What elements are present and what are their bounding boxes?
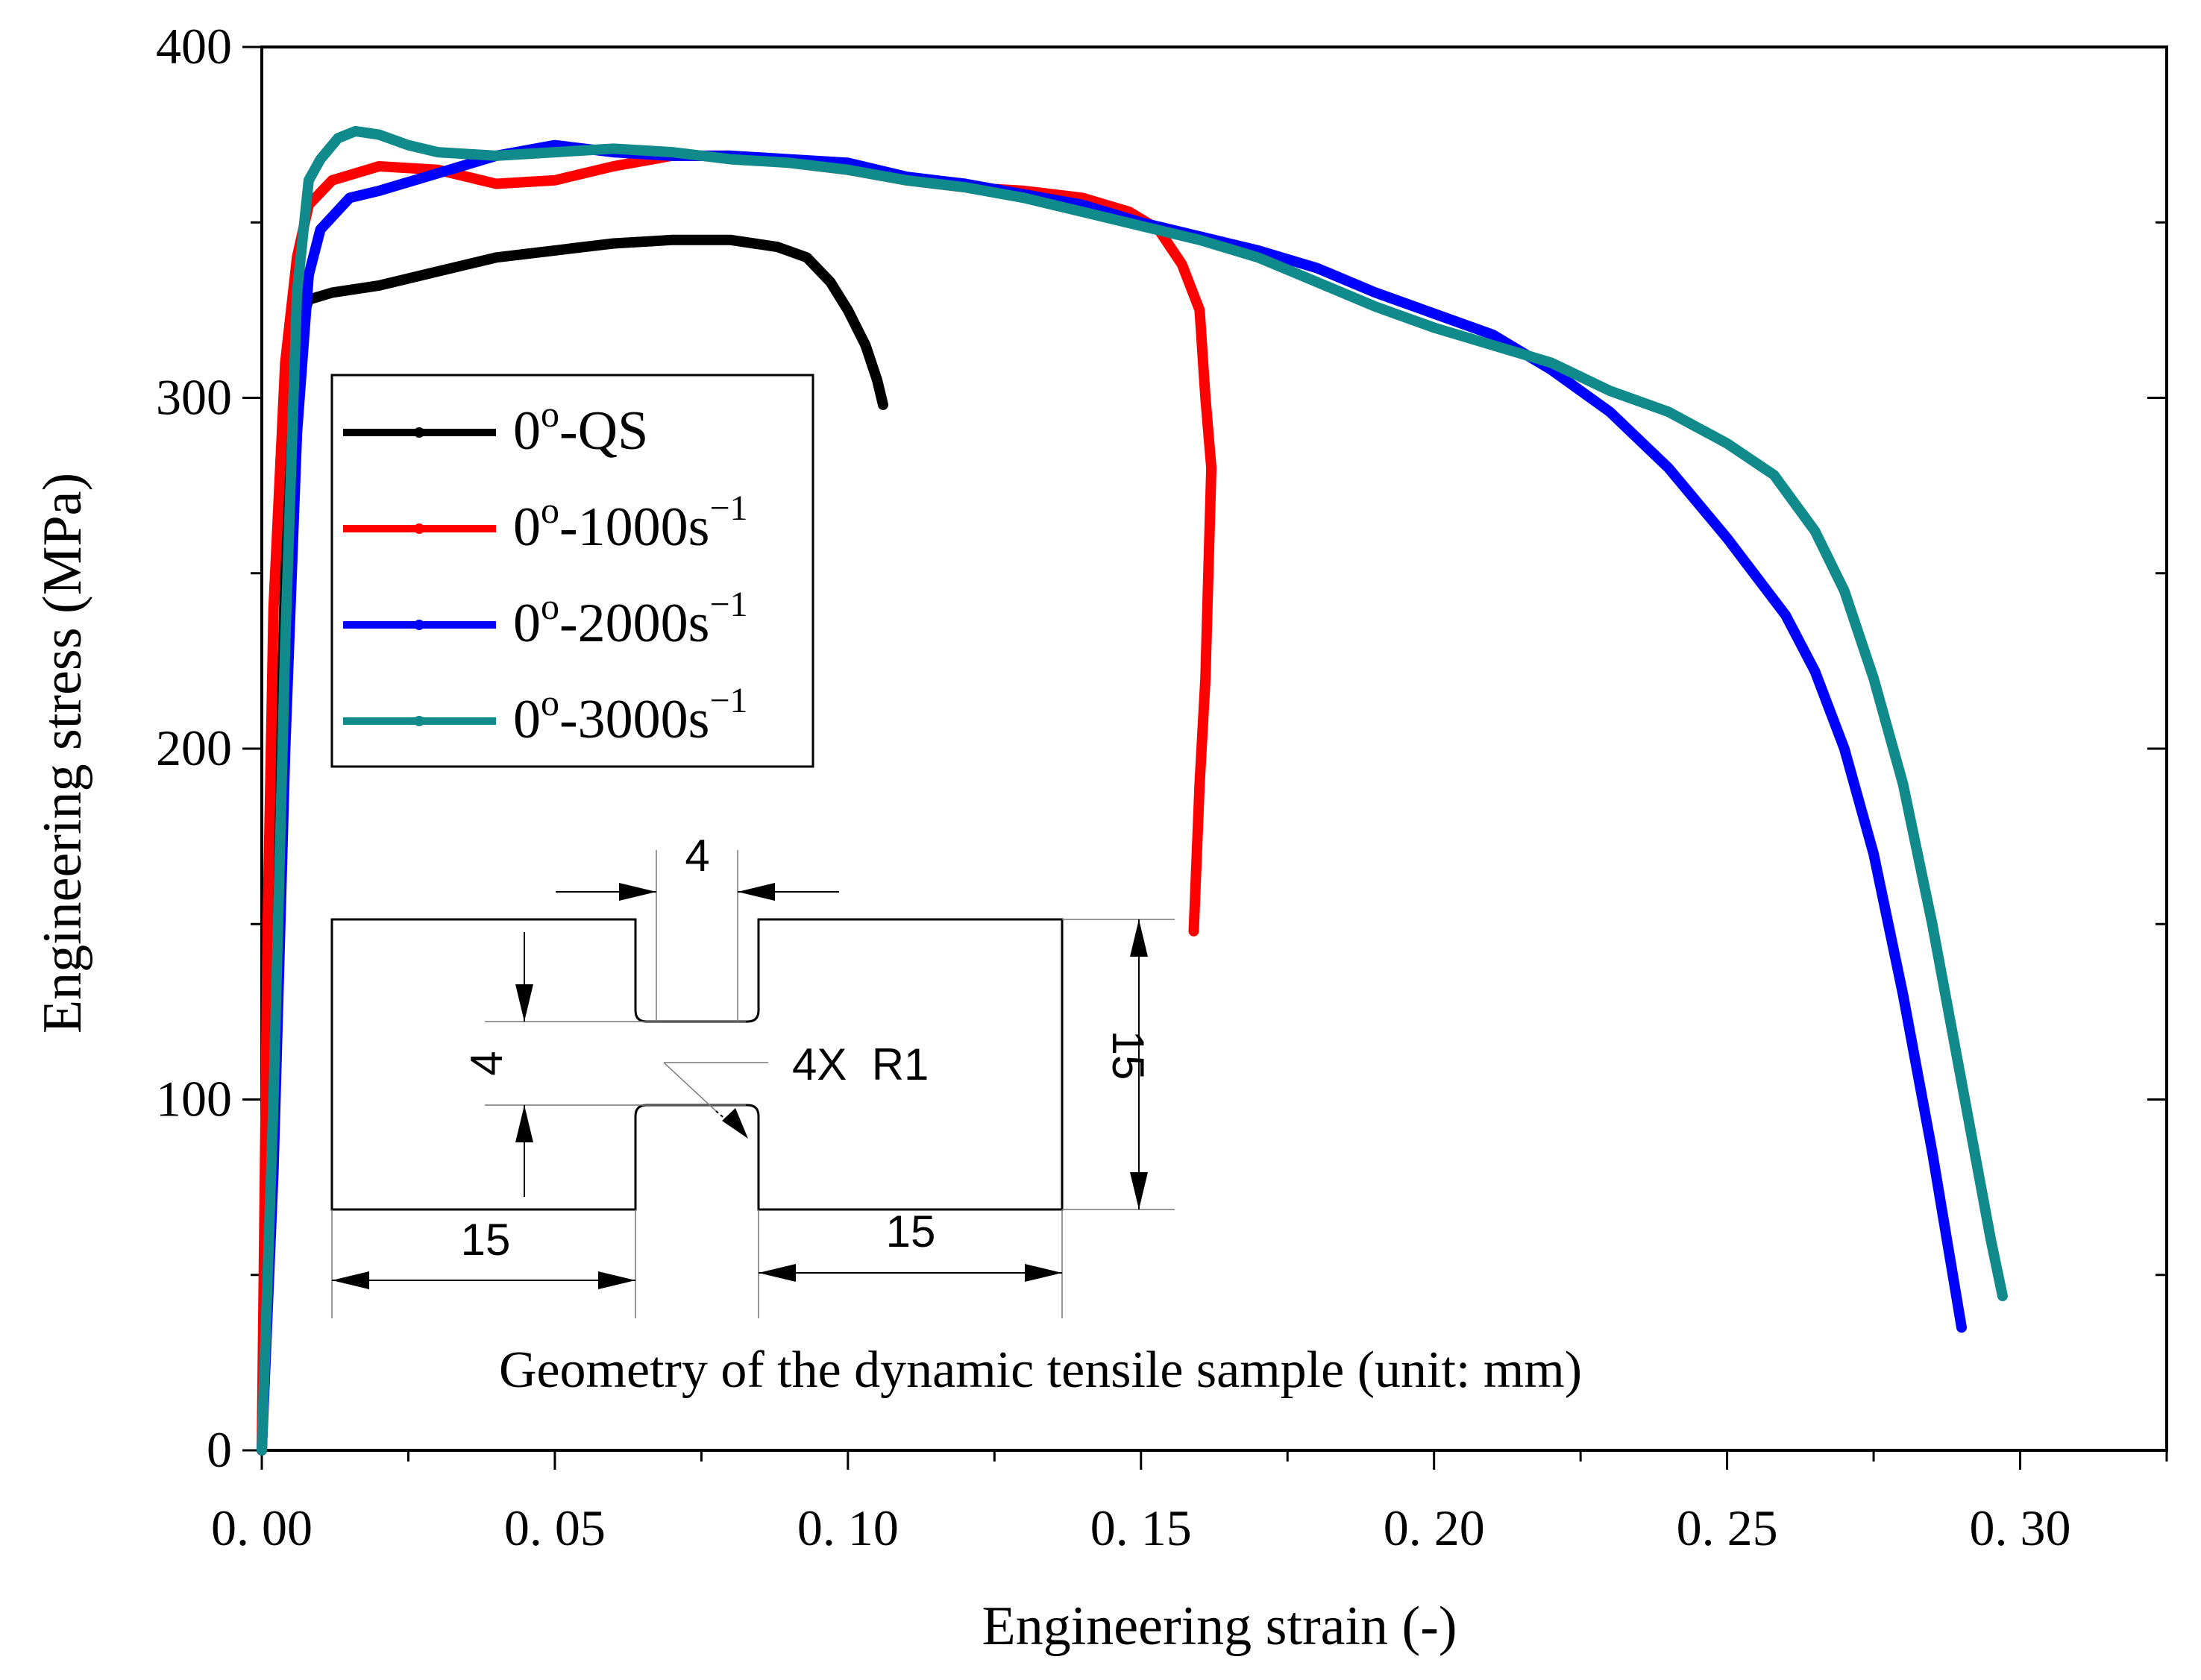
y-tick-label: 0 (207, 1421, 232, 1478)
legend-label-degree: o (541, 489, 559, 531)
dim-top-width: 4 (685, 831, 709, 881)
x-tick-label: 0. 15 (1090, 1500, 1192, 1556)
legend-label-3: 0o-3000s−1 (513, 681, 748, 750)
inset-caption: Geometry of the dynamic tensile sample (… (499, 1341, 1582, 1399)
legend-label-1: 0o-1000s−1 (513, 488, 748, 558)
arrow-right (1025, 1264, 1062, 1282)
x-tick-label: 0. 25 (1677, 1500, 1778, 1556)
series-line-2 (257, 139, 1967, 1456)
sample-geometry-inset: 4 4 4X R1 15 15 15 Geometry of the dynam… (330, 831, 1582, 1399)
arrow-left (332, 1271, 369, 1289)
arrow-right (619, 883, 656, 901)
dimension-arrowheads (332, 883, 1148, 1289)
axes-layer: 0. 00 0. 05 0. 10 0. 15 0. 20 0. 25 0. 30 0 100 2… (156, 18, 2168, 1556)
arrow-down (1130, 1172, 1148, 1209)
x-tick-label: 0. 00 (211, 1500, 313, 1556)
arrow-left (759, 1264, 796, 1282)
legend-label-2: 0o-2000s−1 (513, 585, 748, 654)
legend-label-main: -2000s (559, 593, 709, 654)
legend-label-main: -3000s (559, 689, 709, 750)
dim-radius: 4X R1 (792, 1039, 929, 1089)
series-line-3 (257, 125, 2008, 1456)
legend-label-base: 0 (513, 689, 541, 750)
arrow-right (598, 1271, 635, 1289)
legend-marker-3 (414, 716, 424, 726)
legend-label-base: 0 (513, 497, 541, 558)
dim-total-height: 15 (1103, 1031, 1153, 1080)
y-tick-label: 100 (156, 1071, 232, 1127)
legend-label-base: 0 (513, 593, 541, 654)
y-tick-label: 300 (156, 369, 232, 426)
x-tick-label: 0. 05 (504, 1500, 606, 1556)
legend-label-main: -QS (559, 400, 648, 462)
legend-label-exponent: −1 (709, 681, 747, 720)
arrow-left (738, 883, 775, 901)
arrow-up (515, 1105, 533, 1142)
legend-label-degree: o (541, 393, 559, 435)
legend-marker-0 (414, 427, 424, 438)
legend-marker-1 (414, 523, 424, 534)
arrow-down (515, 984, 533, 1022)
y-tick-label: 200 (156, 720, 232, 776)
dim-left-length: 15 (461, 1215, 511, 1265)
arrow-radius (722, 1108, 748, 1139)
legend-label-exponent: −1 (709, 488, 747, 528)
legend-box (330, 374, 814, 768)
x-tick-label: 0. 10 (797, 1500, 899, 1556)
legend-label-0: 0o-QS (513, 393, 648, 462)
series-layer (257, 125, 2008, 1456)
dimension-lines (332, 891, 1140, 1281)
legend-label-degree: o (541, 682, 559, 723)
dimension-labels: 4 4 4X R1 15 15 15 (461, 831, 1153, 1265)
x-tick-label: 0. 20 (1384, 1500, 1485, 1556)
sample-outline (330, 918, 1064, 1211)
legend-marker-2 (414, 620, 424, 630)
dim-right-length: 15 (886, 1206, 936, 1256)
dim-neck-height: 4 (462, 1051, 512, 1075)
extension-lines (331, 850, 1175, 1318)
arrow-up (1130, 919, 1148, 957)
y-tick-label: 400 (156, 18, 232, 75)
series-line-1 (257, 150, 1217, 1456)
x-tick-label: 0. 30 (1970, 1500, 2071, 1556)
legend-label-base: 0 (513, 400, 541, 462)
legend-label-main: -1000s (559, 497, 709, 558)
y-axis-title: Engineering stress (MPa) (32, 473, 93, 1034)
x-axis-title: Engineering strain (-) (982, 1596, 1457, 1657)
legend-label-exponent: −1 (709, 585, 747, 624)
legend-label-degree: o (541, 585, 559, 627)
